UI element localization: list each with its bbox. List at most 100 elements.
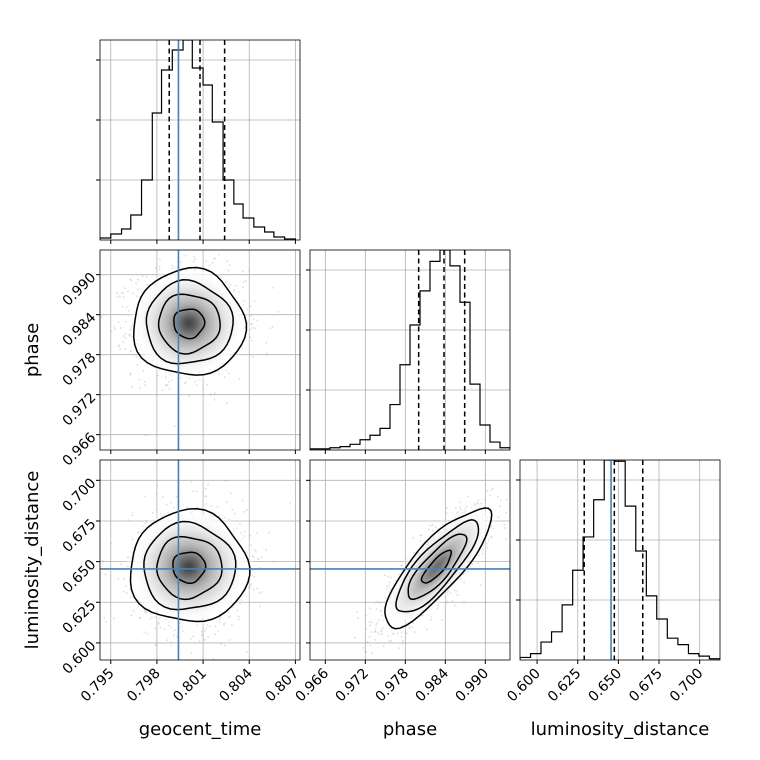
scatter-point — [207, 268, 210, 271]
y-tick-label: 0.650 — [60, 557, 100, 597]
scatter-point — [365, 651, 368, 654]
scatter-point — [483, 505, 486, 508]
scatter-point — [446, 591, 448, 594]
scatter-point — [405, 563, 408, 565]
scatter-point — [464, 507, 467, 510]
scatter-point — [144, 611, 147, 614]
scatter-point — [219, 643, 222, 645]
scatter-point — [206, 623, 209, 626]
scatter-point — [229, 615, 232, 618]
scatter-point — [179, 622, 181, 624]
scatter-point — [477, 503, 480, 505]
scatter-point — [117, 321, 120, 324]
scatter-point — [401, 564, 404, 567]
scatter-point — [165, 377, 168, 380]
scatter-point — [243, 511, 246, 513]
scatter-point — [454, 507, 457, 509]
scatter-point — [144, 522, 147, 525]
scatter-point — [165, 503, 168, 506]
scatter-point — [256, 557, 259, 560]
scatter-point — [477, 562, 480, 565]
scatter-point — [200, 630, 203, 633]
scatter-point — [136, 288, 139, 291]
scatter-point — [398, 573, 400, 576]
scatter-point — [388, 591, 390, 593]
scatter-point — [219, 617, 222, 620]
scatter-point — [170, 626, 173, 629]
scatter-point — [374, 630, 377, 633]
scatter-point — [250, 314, 253, 317]
scatter-point — [144, 384, 147, 386]
scatter-point — [223, 376, 226, 379]
scatter-point — [129, 350, 132, 353]
scatter-point — [420, 614, 423, 617]
scatter-point — [470, 562, 473, 565]
scatter-point — [129, 373, 132, 376]
scatter-point — [210, 393, 212, 396]
y-axis-label-phase: phase — [22, 323, 43, 377]
hist-panel-geocent-time — [96, 39, 301, 244]
scatter-point — [455, 590, 458, 593]
scatter-point — [119, 295, 121, 298]
scatter-point — [224, 516, 226, 519]
scatter-point — [175, 495, 178, 498]
scatter-point — [214, 512, 217, 515]
scatter-point — [227, 616, 230, 619]
scatter-point — [131, 538, 134, 541]
scatter-point — [129, 596, 132, 598]
scatter-point — [138, 616, 141, 619]
scatter-point — [129, 334, 131, 337]
scatter-point — [221, 517, 224, 520]
scatter-point — [365, 627, 367, 630]
scatter-point — [248, 269, 251, 272]
x-tick-label: 0.978 — [372, 666, 412, 706]
scatter-point — [447, 590, 450, 592]
x-tick-label: 0.801 — [170, 666, 210, 706]
scatter-point — [268, 531, 270, 534]
scatter-point — [246, 651, 248, 654]
scatter-point — [487, 538, 490, 541]
scatter-point — [241, 346, 243, 348]
scatter-point — [405, 632, 408, 635]
scatter-point — [166, 512, 169, 515]
scatter-point — [230, 284, 232, 286]
scatter-point — [158, 622, 160, 625]
scatter-point — [492, 487, 494, 490]
x-tick-label: 0.600 — [504, 666, 544, 706]
scatter-point — [202, 638, 205, 641]
scatter-point — [402, 639, 404, 642]
scatter-point — [205, 495, 208, 498]
scatter-point — [126, 565, 129, 568]
scatter-point — [391, 633, 394, 635]
scatter-point — [445, 601, 448, 604]
scatter-point — [75, 310, 77, 312]
contour-line — [172, 551, 207, 585]
scatter-point — [370, 631, 373, 633]
scatter-point — [242, 286, 245, 289]
scatter-point — [143, 631, 146, 634]
scatter-point — [486, 546, 488, 549]
scatter-point — [457, 511, 460, 513]
scatter-point — [397, 632, 399, 635]
scatter-point — [366, 640, 369, 643]
scatter-point — [380, 630, 383, 633]
scatter-point — [242, 281, 245, 284]
scatter-point — [114, 328, 117, 330]
scatter-point — [499, 505, 501, 508]
scatter-point — [239, 523, 241, 526]
scatter-point — [158, 266, 161, 268]
scatter-point — [132, 609, 135, 612]
scatter-point — [135, 594, 138, 596]
scatter-point — [389, 588, 392, 591]
scatter-point — [186, 506, 189, 509]
scatter-point — [126, 556, 129, 559]
x-tick-label: 0.700 — [667, 666, 707, 706]
scatter-point — [127, 333, 130, 336]
x-tick-label: 0.807 — [263, 666, 303, 706]
scatter-point — [184, 382, 187, 385]
scatter-point — [117, 577, 120, 580]
scatter-point — [386, 588, 388, 591]
scatter-point — [159, 268, 161, 271]
scatter-point — [159, 626, 162, 629]
scatter-point — [249, 328, 252, 331]
